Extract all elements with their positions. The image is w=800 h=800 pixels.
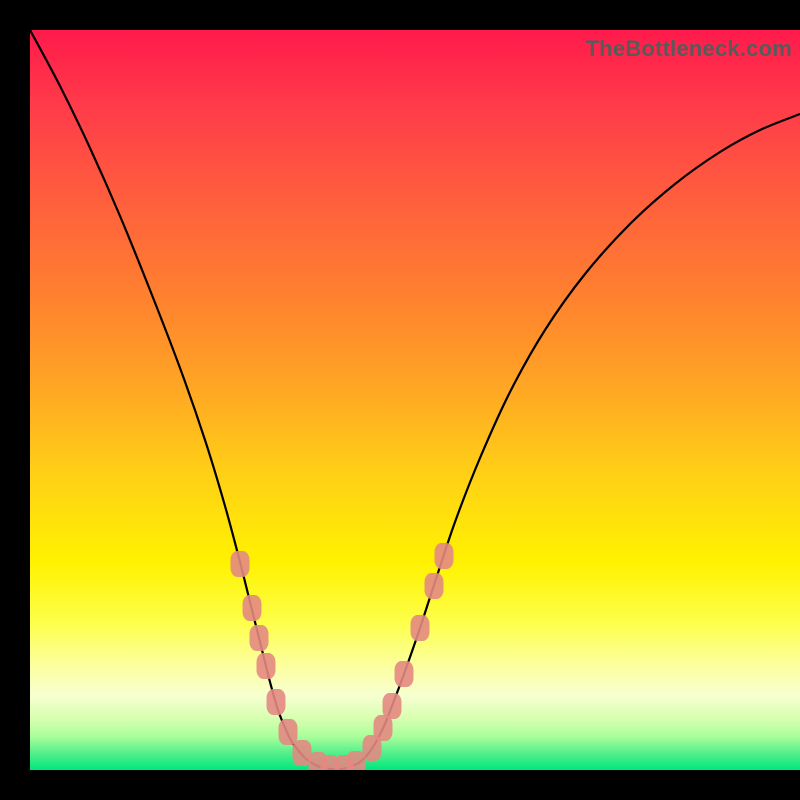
curve-marker [383, 693, 402, 719]
chart-frame: TheBottleneck.com [0, 0, 800, 800]
curve-marker [435, 543, 454, 569]
curve-marker [231, 551, 250, 577]
curve-marker [257, 653, 276, 679]
curve-marker [250, 625, 269, 651]
curve-marker [411, 615, 430, 641]
watermark-text: TheBottleneck.com [586, 36, 792, 62]
curve-marker [395, 661, 414, 687]
curve-marker [243, 595, 262, 621]
curve-marker [425, 573, 444, 599]
plot-area: TheBottleneck.com [30, 30, 800, 770]
bottleneck-curve [30, 30, 800, 770]
curve-marker [279, 719, 298, 745]
curve-marker [267, 689, 286, 715]
